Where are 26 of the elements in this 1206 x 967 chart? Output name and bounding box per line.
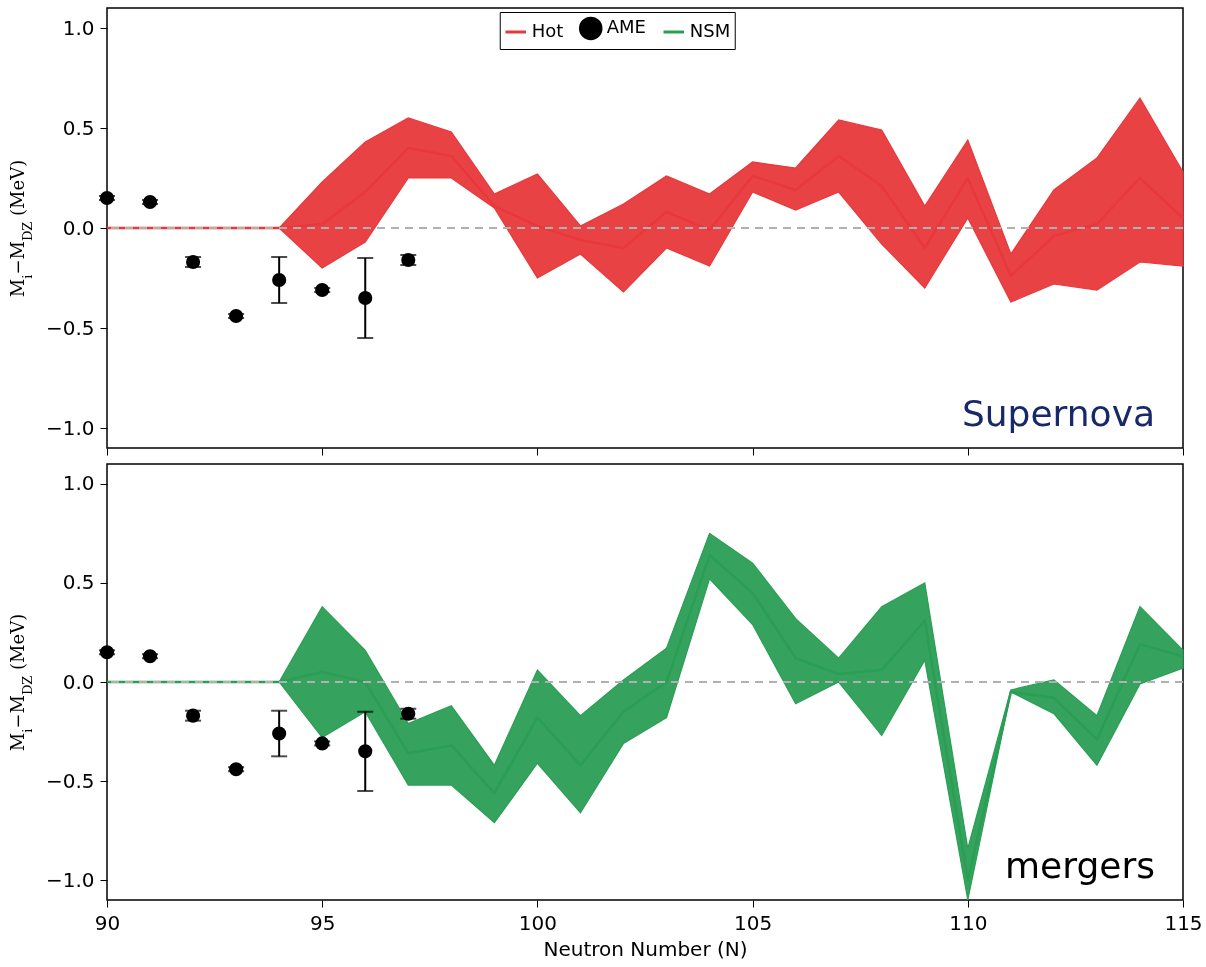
legend-label: AME <box>606 16 646 38</box>
point <box>358 744 373 759</box>
legend-label: Hot <box>531 20 564 41</box>
x-tick-label: 90 <box>94 910 121 935</box>
y-tick-label: −0.5 <box>45 315 95 340</box>
point <box>272 726 287 741</box>
point <box>358 290 373 306</box>
y-tick-label: −0.5 <box>45 768 95 793</box>
legend-label: NSM <box>689 20 731 41</box>
x-tick-label: 115 <box>1164 910 1203 935</box>
annotation: mergers <box>1005 845 1155 886</box>
x-axis-title: Neutron Number (N) <box>543 936 748 961</box>
y-tick-label: 0.5 <box>62 570 95 595</box>
x-tick-label: 100 <box>518 910 557 935</box>
y-tick-label: 0.0 <box>62 215 95 240</box>
x-tick-label: 110 <box>949 910 988 935</box>
x-tick-label: 95 <box>309 910 336 935</box>
y-tick-label: −1.0 <box>45 867 95 892</box>
y-tick-label: 0.0 <box>62 669 95 694</box>
y-tick-label: −1.0 <box>45 415 95 440</box>
point <box>272 272 287 288</box>
y-tick-label: 1.0 <box>62 471 95 496</box>
x-tick-label: 105 <box>734 910 773 935</box>
y-tick-label: 0.5 <box>62 115 95 140</box>
annotation: Supernova <box>961 393 1155 434</box>
y-tick-label: 1.0 <box>62 15 95 40</box>
